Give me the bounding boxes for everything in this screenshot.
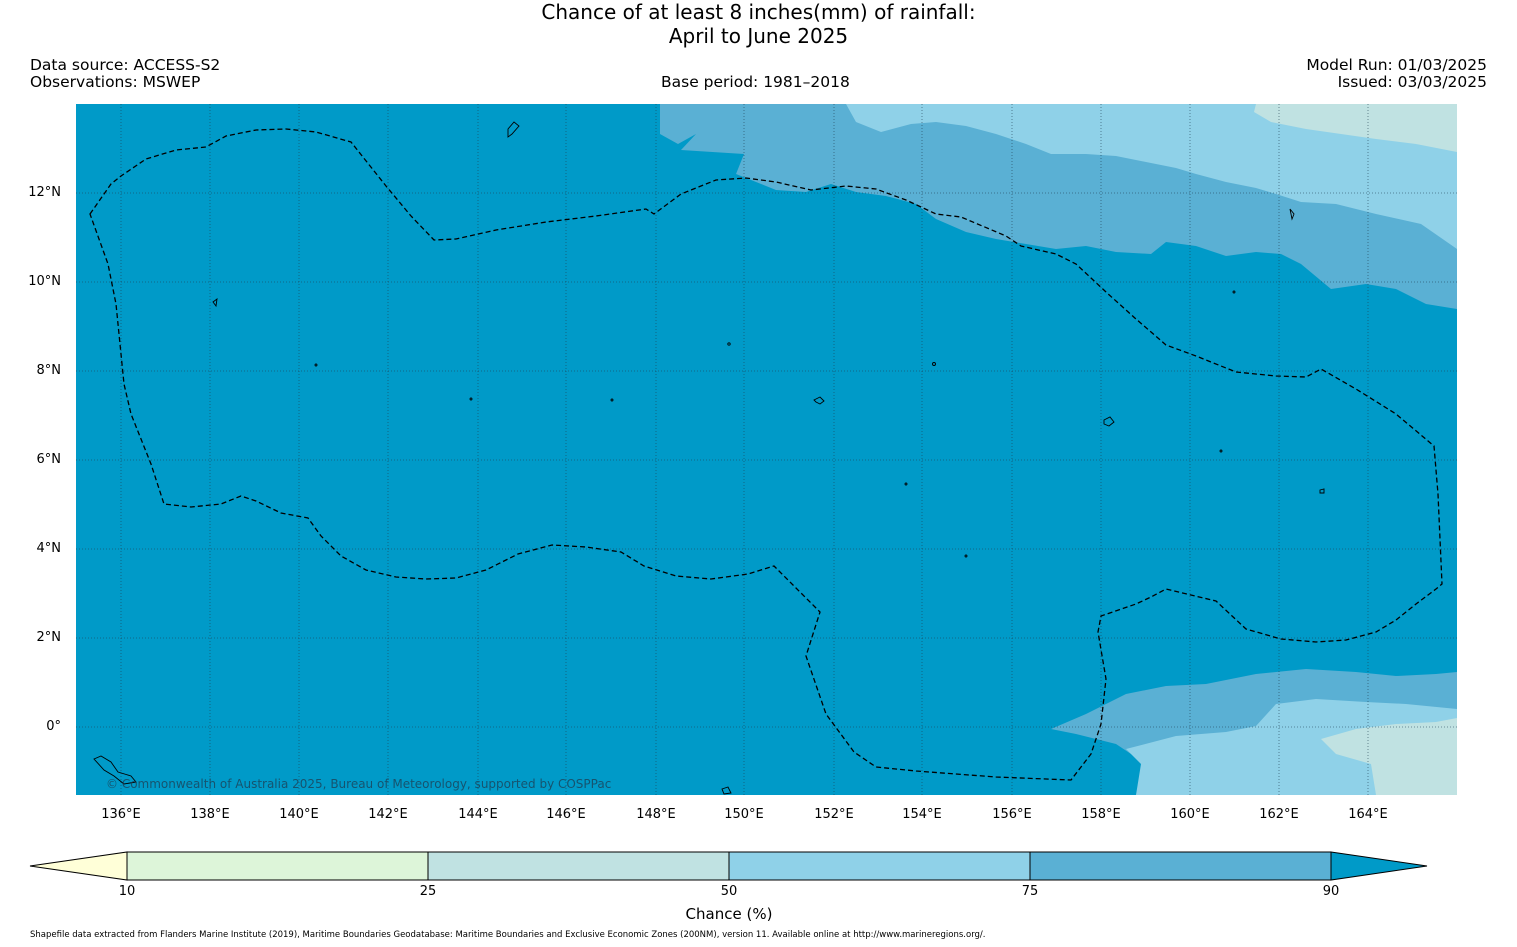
lon-label-146e: 146°E [546, 807, 586, 822]
southern-band-25-50 [1321, 718, 1457, 795]
small-islet [727, 342, 731, 346]
lon-label-164e: 164°E [1348, 807, 1388, 822]
lat-label-4n: 4°N [36, 541, 62, 556]
marshall-atoll [1289, 208, 1295, 221]
colorbar-label: Chance (%) [685, 905, 773, 923]
data-source-text: Data source: ACCESS-S2 [30, 56, 221, 74]
colorbar-tick-75: 75 [1021, 884, 1039, 899]
observations-text: Observations: MSWEP [30, 73, 201, 91]
kosrae-island [1319, 488, 1325, 494]
guam-island [507, 121, 520, 138]
issued-text: Issued: 03/03/2025 [1337, 73, 1487, 91]
lat-label-6n: 6°N [36, 452, 62, 467]
lat-label-2n: 2°N [36, 630, 62, 645]
lon-label-142e: 142°E [368, 807, 408, 822]
lon-label-156e: 156°E [992, 807, 1032, 822]
lon-label-162e: 162°E [1259, 807, 1299, 822]
colorbar-extend-high [1330, 851, 1428, 881]
copyright-text: © Commonwealth of Australia 2025, Bureau… [106, 777, 611, 791]
base-period-text: Base period: 1981–2018 [661, 73, 850, 91]
lon-label-136e: 136°E [101, 807, 141, 822]
colorbar-tick-25: 25 [419, 884, 437, 899]
lat-label-8n: 8°N [36, 363, 62, 378]
lat-label-10n: 10°N [28, 274, 61, 289]
lon-label-140e: 140°E [279, 807, 319, 822]
longitude-gridlines [120, 104, 1369, 795]
model-run-text: Model Run: 01/03/2025 [1306, 56, 1487, 74]
small-islet [932, 362, 936, 366]
lon-label-152e: 152°E [814, 807, 854, 822]
colorbar-segment-50-75 [728, 851, 1031, 881]
coral-atoll [721, 786, 732, 795]
lon-label-154e: 154°E [902, 807, 942, 822]
lon-label-138e: 138°E [190, 807, 230, 822]
colorbar-tick-10: 10 [118, 884, 136, 899]
lat-label-12n: 12°N [28, 185, 61, 200]
northern-band-25-50 [1254, 104, 1457, 152]
palau-islands [93, 755, 137, 785]
yap-island [212, 297, 218, 308]
chart-title-line-1: Chance of at least 8 inches(mm) of rainf… [541, 0, 976, 24]
small-islet [314, 363, 318, 367]
northern-band-50-75 [846, 104, 1457, 249]
latitude-gridlines [76, 192, 1457, 728]
footer-attribution: Shapefile data extracted from Flanders M… [30, 930, 986, 940]
colorbar-segment-75-90 [1029, 851, 1332, 881]
lon-label-148e: 148°E [636, 807, 676, 822]
colorbar-segment-10-25 [126, 851, 429, 881]
small-islet [904, 482, 908, 486]
chuuk-islands [813, 396, 825, 405]
colorbar [29, 851, 1428, 881]
lon-label-160e: 160°E [1170, 807, 1210, 822]
pohnpei-island [1103, 416, 1115, 427]
lon-label-144e: 144°E [458, 807, 498, 822]
small-islet [610, 398, 614, 402]
chart-title-line-2: April to June 2025 [668, 24, 849, 48]
small-islet [1219, 449, 1223, 453]
island-outlines [93, 121, 1325, 795]
small-islet [469, 397, 473, 401]
small-islet [964, 554, 968, 558]
map-frame [76, 104, 1457, 795]
lon-label-158e: 158°E [1081, 807, 1121, 822]
rainfall-probability-map: © Commonwealth of Australia 2025, Bureau… [76, 104, 1457, 795]
lat-label-equator: 0° [46, 719, 61, 734]
colorbar-tick-90: 90 [1322, 884, 1340, 899]
eez-boundary-dashed [89, 128, 1443, 781]
small-islet [1232, 290, 1236, 294]
colorbar-segment-25-50 [427, 851, 730, 881]
lon-label-150e: 150°E [724, 807, 764, 822]
colorbar-extend-low [29, 851, 128, 881]
colorbar-tick-50: 50 [720, 884, 738, 899]
